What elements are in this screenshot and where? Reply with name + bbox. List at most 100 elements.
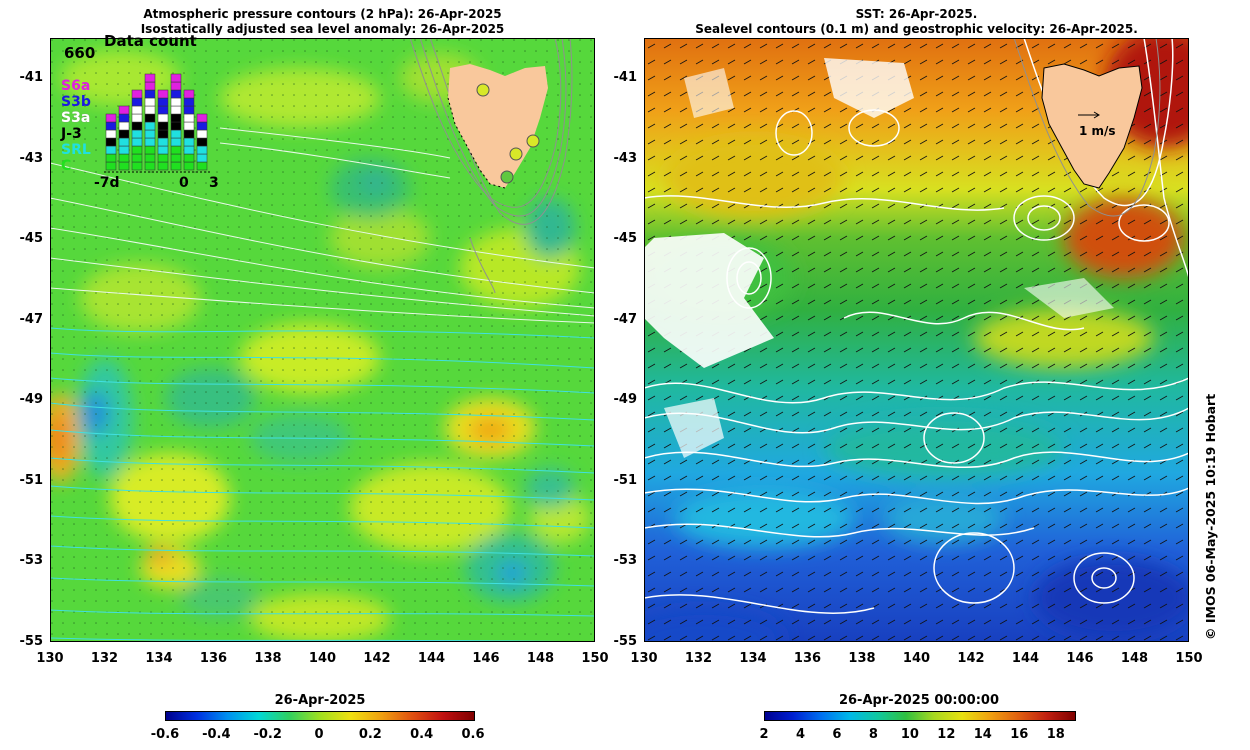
inset-bar-segment bbox=[157, 137, 169, 147]
right-title: SST: 26-Apr-2025. Sealevel contours (0.1… bbox=[644, 7, 1189, 37]
inset-bar-segment bbox=[157, 145, 169, 155]
inset-bar-segment bbox=[157, 105, 169, 115]
left-title-line1: Atmospheric pressure contours (2 hPa): 2… bbox=[143, 7, 502, 21]
inset-bar-segment bbox=[196, 121, 208, 131]
inset-bar-segment bbox=[118, 105, 130, 115]
inset-bar-segment bbox=[118, 129, 130, 139]
left-title-line2: Isostatically adjusted sea level anomaly… bbox=[140, 22, 505, 36]
sst-map[interactable]: 1 m/s bbox=[644, 38, 1189, 642]
sea-level-anomaly-map[interactable] bbox=[50, 38, 595, 642]
tide-gauge-marker[interactable] bbox=[476, 83, 490, 97]
colorbar-tick-label: 18 bbox=[1046, 727, 1065, 742]
inset-satellite-label: J-3 bbox=[61, 126, 82, 142]
x-tick-label: 142 bbox=[957, 651, 985, 666]
colorbar-tick-label: 16 bbox=[1010, 727, 1029, 742]
inset-bar-segment bbox=[196, 145, 208, 155]
inset-bar-segment bbox=[118, 161, 130, 171]
x-tick-label: 140 bbox=[902, 651, 931, 666]
inset-bar-segment bbox=[118, 137, 130, 147]
x-tick-label: 130 bbox=[36, 651, 64, 666]
inset-bar-segment bbox=[170, 161, 182, 171]
colorbar-tick-label: 8 bbox=[868, 727, 878, 742]
x-tick-label: 144 bbox=[417, 651, 446, 666]
x-tick-label: 136 bbox=[793, 651, 822, 666]
inset-bar-segment bbox=[144, 121, 156, 131]
tide-gauge-marker[interactable] bbox=[500, 170, 514, 184]
y-tick-label: -43 bbox=[613, 150, 638, 166]
y-tick-label: -51 bbox=[613, 472, 638, 488]
inset-bar-segment bbox=[105, 161, 117, 171]
inset-bar-segment bbox=[131, 97, 143, 107]
x-tick-label: 138 bbox=[254, 651, 282, 666]
y-tick-label: -49 bbox=[613, 392, 638, 408]
inset-bar-segment bbox=[144, 153, 156, 163]
x-tick-label: 132 bbox=[684, 651, 713, 666]
inset-bar-segment bbox=[105, 153, 117, 163]
inset-bar-segment bbox=[183, 161, 195, 171]
tide-gauge-marker[interactable] bbox=[509, 147, 523, 161]
colorbar-tick-label: -0.4 bbox=[202, 727, 231, 742]
y-tick-label: -43 bbox=[19, 150, 44, 166]
x-tick-label: 140 bbox=[308, 651, 337, 666]
colorbar-tick-label: 0.4 bbox=[410, 727, 434, 742]
inset-bar-segment bbox=[183, 129, 195, 139]
inset-bar-segment bbox=[144, 97, 156, 107]
inset-bar-segment bbox=[144, 89, 156, 99]
inset-bar-segment bbox=[157, 129, 169, 139]
x-tick-label: 134 bbox=[739, 651, 767, 666]
inset-bar-segment bbox=[131, 121, 143, 131]
inset-xlabel-zero: 0 bbox=[179, 175, 189, 191]
inset-bar-segment bbox=[144, 81, 156, 91]
inset-bar-segment bbox=[131, 105, 143, 115]
vector-scale-arrowhead bbox=[1093, 111, 1100, 119]
inset-bar-segment bbox=[196, 153, 208, 163]
inset-bar-segment bbox=[105, 113, 117, 123]
x-tick-label: 142 bbox=[363, 651, 391, 666]
inset-bar-segment bbox=[144, 105, 156, 115]
inset-bar-segment bbox=[170, 121, 182, 131]
x-tick-label: 148 bbox=[526, 651, 555, 666]
right-colorbar bbox=[764, 711, 1076, 721]
inset-bar-segment bbox=[170, 81, 182, 91]
imos-credit: © IMOS 06-May-2025 10:19 Hobart bbox=[1203, 393, 1218, 640]
data-count-inset: Data count 660 S6a S3b S3a J-3 SRL C -7d 0 3 bbox=[52, 32, 220, 191]
inset-bar-segment bbox=[170, 73, 182, 83]
tide-gauge-markers bbox=[476, 83, 540, 184]
x-tick-label: 146 bbox=[1066, 651, 1094, 666]
x-tick-label: 132 bbox=[90, 651, 119, 666]
colorbar-tick-label: -0.2 bbox=[253, 727, 282, 742]
x-tick-label: 130 bbox=[630, 651, 658, 666]
inset-bar-segment bbox=[118, 113, 130, 123]
colorbar-tick-label: 2 bbox=[759, 727, 769, 742]
y-tick-label: -47 bbox=[613, 311, 638, 327]
colorbar-tick-label: 4 bbox=[795, 727, 805, 742]
sea-level-contours bbox=[644, 38, 1189, 614]
inset-bar-segment bbox=[105, 145, 117, 155]
inset-bar-segment bbox=[144, 113, 156, 123]
left-title: Atmospheric pressure contours (2 hPa): 2… bbox=[50, 7, 595, 37]
inset-bar-segment bbox=[144, 161, 156, 171]
colorbar-tick-label: 14 bbox=[973, 727, 992, 742]
inset-bar-segment bbox=[183, 145, 195, 155]
inset-bar-segment bbox=[170, 113, 182, 123]
anomaly-map-frame bbox=[50, 38, 595, 642]
x-tick-label: 148 bbox=[1120, 651, 1149, 666]
inset-bar-segment bbox=[157, 89, 169, 99]
inset-bar-segment bbox=[157, 113, 169, 123]
x-tick-label: 150 bbox=[581, 651, 609, 666]
inset-bar-segment bbox=[170, 137, 182, 147]
colorbar-tick-label: 0.6 bbox=[461, 727, 485, 742]
y-tick-label: -53 bbox=[19, 553, 44, 569]
colorbar-tick-label: 6 bbox=[832, 727, 842, 742]
tasmania-coastline bbox=[447, 97, 506, 189]
sst-map-svg bbox=[644, 38, 1189, 642]
y-tick-label: -49 bbox=[19, 392, 44, 408]
inset-max-count: 660 bbox=[64, 44, 96, 62]
tide-gauge-marker[interactable] bbox=[526, 134, 540, 148]
inset-bar-segment bbox=[118, 145, 130, 155]
inset-bar-segment bbox=[131, 89, 143, 99]
inset-bar-segment bbox=[131, 161, 143, 171]
left-colorbar-title: 26-Apr-2025 bbox=[274, 693, 366, 708]
inset-satellite-label: S3a bbox=[61, 110, 91, 126]
inset-bar-segment bbox=[183, 113, 195, 123]
